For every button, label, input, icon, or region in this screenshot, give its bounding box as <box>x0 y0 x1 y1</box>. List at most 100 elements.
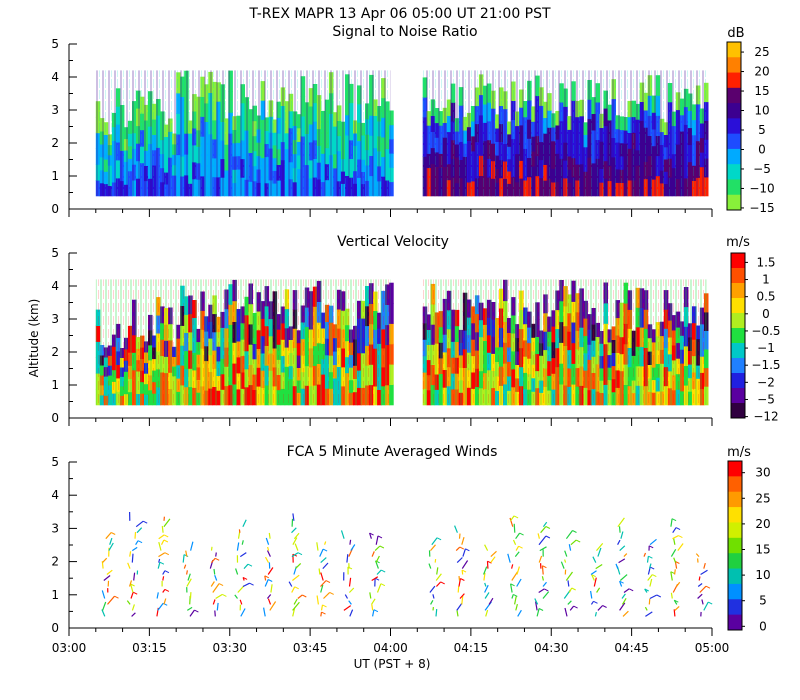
vv-y-tick-label: 2 <box>51 345 59 359</box>
snr-colorbar-frame <box>726 41 742 211</box>
snr-colorbar-swatch <box>727 179 741 196</box>
x-tick-label: 03:15 <box>132 641 167 655</box>
winds-colorbar-swatch <box>728 507 742 523</box>
snr-colorbar-swatch <box>727 148 741 165</box>
vv-y-tick-label: 0 <box>51 411 59 425</box>
snr-colorbar-swatch <box>727 194 741 211</box>
vv-colorbar-swatch <box>731 358 745 374</box>
snr-y-tick-label: 3 <box>51 103 59 117</box>
figure-title: T-REX MAPR 13 Apr 06 05:00 UT 21:00 PST <box>248 6 551 22</box>
vv-y-tick-label: 1 <box>51 378 59 392</box>
vv-y-tick-label: 4 <box>51 279 59 293</box>
vv-colorbar-frame <box>730 252 746 419</box>
x-axis-label: UT (PST + 8) <box>354 657 431 671</box>
vv-axes: 0 1 2 3 4 5 <box>51 246 713 426</box>
vv-colorbar-unit: m/s <box>726 235 750 250</box>
vv-colorbar-label: 0 <box>762 307 770 321</box>
vv-colorbar-swatch <box>731 298 745 314</box>
snr-y-tick-label: 0 <box>51 202 59 216</box>
vv-title: Vertical Velocity <box>337 234 449 250</box>
snr-colorbar-swatch <box>727 133 741 150</box>
winds-colorbar-swatch <box>728 614 742 631</box>
x-tick-label: 04:30 <box>534 641 569 655</box>
vv-colorbar-label: 1.5 <box>756 255 775 269</box>
winds-axes: 0 1 2 3 4 5 03:00 03:15 03:30 03:45 04:00 04:15 04:3… <box>51 455 729 655</box>
winds-colorbar-swatch <box>728 491 742 508</box>
snr-colorbar-swatch <box>727 87 741 104</box>
winds-colorbar-label: 25 <box>755 491 770 505</box>
x-tick-label: 03:30 <box>212 641 247 655</box>
vv-colorbar-swatch <box>731 313 745 329</box>
winds-colorbar-frame <box>727 460 743 631</box>
vv-colorbar-label: 1 <box>762 273 770 287</box>
snr-y-tick-label: 4 <box>51 70 59 84</box>
snr-colorbar-label: −15 <box>749 201 774 215</box>
vv-colorbar-label: −0.5 <box>751 324 780 338</box>
winds-colorbar-swatch <box>728 461 742 477</box>
vv-colorbar-label: −1.5 <box>751 358 780 372</box>
x-tick-label: 04:15 <box>454 641 489 655</box>
snr-y-tick-label: 5 <box>51 37 59 51</box>
winds-colorbar-label: 15 <box>755 543 770 557</box>
snr-axes: 0 1 2 3 4 5 <box>51 37 713 217</box>
vv-colorbar-swatch <box>731 373 745 389</box>
vv-colorbar-label: 0.5 <box>756 290 775 304</box>
snr-colorbar-swatch <box>727 72 741 89</box>
snr-colorbar-unit: dB <box>727 26 744 41</box>
winds-colorbar-swatch <box>728 537 742 554</box>
snr-colorbar-label: 5 <box>758 123 766 137</box>
vv-colorbar-swatch <box>731 343 745 359</box>
snr-colorbar-label: −10 <box>749 181 774 195</box>
snr-colorbar-label: 20 <box>754 65 769 79</box>
x-tick-label: 04:45 <box>614 641 649 655</box>
winds-colorbar-swatch <box>728 522 742 539</box>
winds-colorbar-label: 5 <box>759 594 767 608</box>
vv-colorbar-swatch <box>731 328 745 344</box>
winds-colorbar-swatch <box>728 476 742 493</box>
vv-colorbar-label: −2 <box>757 375 775 389</box>
winds-colorbar: 30 25 20 15 10 5 0 <box>727 460 771 633</box>
snr-y-tick-label: 2 <box>51 136 59 150</box>
vv-data-area <box>95 279 709 406</box>
vv-y-tick-label: 5 <box>51 246 59 260</box>
winds-colorbar-swatch <box>728 583 742 600</box>
winds-title: FCA 5 Minute Averaged Winds <box>287 444 498 460</box>
snr-colorbar-label: 0 <box>758 142 766 156</box>
snr-colorbar-label: 25 <box>754 45 769 59</box>
vv-colorbar-label: −12 <box>753 410 778 424</box>
snr-title: Signal to Noise Ratio <box>332 24 477 40</box>
snr-data-area <box>95 70 709 197</box>
vv-panel: Vertical Velocity 0 1 2 3 4 5 1.5 1 0.5 0 −0.5 −1 −… <box>27 234 781 426</box>
snr-colorbar-swatch <box>727 42 741 58</box>
winds-y-tick-label: 0 <box>51 621 59 635</box>
winds-colorbar-label: 10 <box>755 568 770 582</box>
snr-colorbar-swatch <box>727 57 741 73</box>
winds-y-tick-label: 3 <box>51 521 59 535</box>
winds-colorbar-label: 0 <box>759 619 767 633</box>
x-tick-label: 03:00 <box>52 641 87 655</box>
winds-colorbar-swatch <box>728 568 742 585</box>
winds-colorbar-swatch <box>728 599 742 616</box>
winds-colorbar-label: 20 <box>755 517 770 531</box>
vv-colorbar-swatch <box>731 388 745 404</box>
x-tick-label: 05:00 <box>695 641 730 655</box>
snr-colorbar-label: 15 <box>754 84 769 98</box>
vv-colorbar-swatch <box>731 253 745 269</box>
snr-panel: Signal to Noise Ratio 0 1 2 3 4 5 25 20 15 10 5 0 −… <box>51 24 775 217</box>
snr-colorbar-swatch <box>727 118 741 135</box>
winds-colorbar-label: 30 <box>755 466 770 480</box>
vv-colorbar-label: −1 <box>757 341 775 355</box>
winds-colorbar-unit: m/s <box>727 445 751 460</box>
vv-colorbar: 1.5 1 0.5 0 −0.5 −1 −1.5 −2 −5 −12 <box>730 252 781 424</box>
vv-colorbar-swatch <box>731 268 745 284</box>
winds-data-area <box>101 511 713 617</box>
x-tick-label: 04:00 <box>373 641 408 655</box>
snr-colorbar-label: −5 <box>753 162 771 176</box>
x-tick-label: 03:45 <box>293 641 328 655</box>
winds-y-tick-label: 1 <box>51 588 59 602</box>
snr-colorbar-swatch <box>727 164 741 180</box>
winds-y-tick-label: 5 <box>51 455 59 469</box>
snr-colorbar-swatch <box>727 103 741 119</box>
vv-y-tick-label: 3 <box>51 312 59 326</box>
